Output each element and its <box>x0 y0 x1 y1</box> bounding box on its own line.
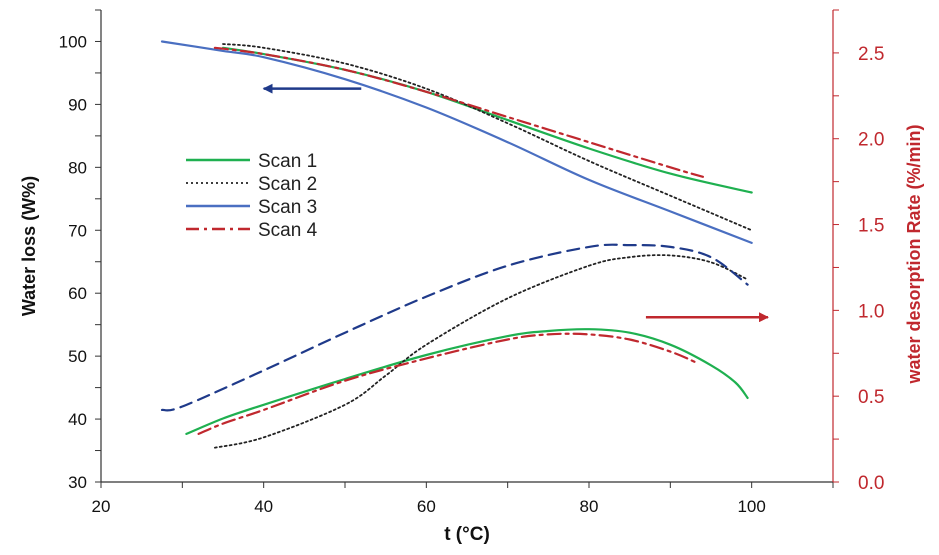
y-left-tick-label: 70 <box>68 221 87 240</box>
y-right-tick-label: 0.5 <box>858 387 884 408</box>
series-layer <box>160 40 753 449</box>
series-line-water-loss-scan2 <box>222 43 753 232</box>
x-tick-label: 100 <box>737 497 765 516</box>
y-right-tick-label: 2.5 <box>858 44 884 65</box>
series-line-water-loss-scan3 <box>160 40 753 244</box>
series-line-desorption-rate-scan3_rate <box>160 243 749 412</box>
legend-label-scan2: Scan 2 <box>258 174 317 195</box>
x-axis-title: t (°C) <box>444 524 490 545</box>
series-line-desorption-rate-scan4 <box>197 332 696 435</box>
y-right-tick-label: 1.5 <box>858 216 884 237</box>
y-left-tick-label: 30 <box>68 473 87 492</box>
y-left-tick-label: 100 <box>59 32 87 51</box>
x-tick-label: 20 <box>92 497 111 516</box>
y-left-tick-label: 60 <box>68 284 87 303</box>
legend-label-scan3: Scan 3 <box>258 197 317 218</box>
axes-layer: 20 40 60 80 100 30 40 50 60 70 80 90 100 0.0 0.5 1.0 1.5… <box>19 9 924 545</box>
y-left-tick-label: 40 <box>68 410 87 429</box>
annotation-layer <box>262 83 769 323</box>
y-left-tick-label: 80 <box>68 158 87 177</box>
y-right-axis-title: water desorption Rate (%/min) <box>904 124 924 384</box>
legend-label-scan1: Scan 1 <box>258 151 317 172</box>
y-left-axis-title: Water loss (W%) <box>19 176 39 316</box>
y-right-tick-label: 1.0 <box>858 301 884 322</box>
y-right-tick-label: 0.0 <box>858 473 884 494</box>
x-tick-label: 40 <box>254 497 273 516</box>
series-line-desorption-rate-scan2 <box>214 254 749 449</box>
y-right-tick-label: 2.0 <box>858 130 884 151</box>
series-line-desorption-rate-scan1 <box>185 328 749 435</box>
x-tick-label: 60 <box>417 497 436 516</box>
legend-label-scan4: Scan 4 <box>258 220 318 241</box>
series-line-water-loss-scan4 <box>213 46 704 178</box>
x-tick-label: 80 <box>580 497 599 516</box>
y-left-tick-label: 50 <box>68 347 87 366</box>
y-left-tick-label: 90 <box>68 95 87 114</box>
